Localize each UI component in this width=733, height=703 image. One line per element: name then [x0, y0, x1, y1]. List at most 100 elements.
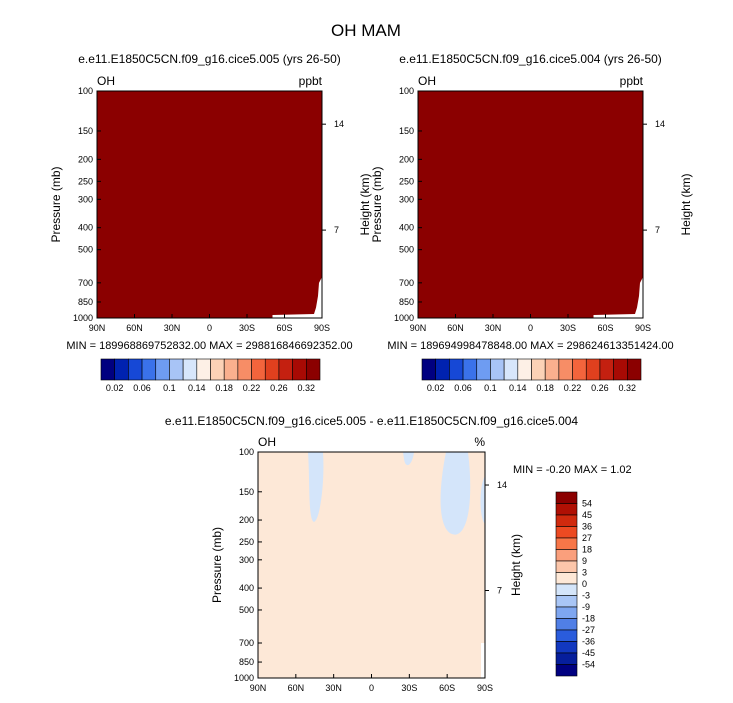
colorbar-swatch [555, 537, 578, 550]
colorbar-swatch [555, 514, 578, 527]
y-tick-label: 250 [399, 176, 414, 186]
y-tick-label: 300 [239, 555, 254, 565]
colorbar-horizontal-1: 0.02 0.06 0.1 0.14 0.18 0.22 0.26 0.32 [100, 358, 321, 393]
y-right-tick-label: 14 [497, 480, 507, 490]
x-tick-label: 90S [477, 683, 493, 693]
colorbar-swatch [155, 358, 170, 381]
colorbar-label: 0.06 [133, 383, 151, 393]
colorbar-swatch [613, 358, 628, 381]
y-tick-label: 200 [239, 515, 254, 525]
y-tick-label: 850 [239, 657, 254, 667]
y-tick-label: 700 [399, 278, 414, 288]
colorbar-swatch [599, 358, 614, 381]
colorbar-swatch [435, 358, 450, 381]
y-tick-label: 700 [239, 638, 254, 648]
panel-left-label: OH [418, 74, 436, 88]
colorbar-swatch [292, 358, 307, 381]
colorbar-label: 0.02 [106, 383, 124, 393]
y-tick-label: 300 [78, 194, 93, 204]
stats-text: MIN = 189694998478848.00 MAX = 298624613… [387, 340, 673, 352]
y-tick-label: 500 [78, 245, 93, 255]
x-tick-label: 90S [635, 323, 651, 333]
negative-patch [480, 475, 485, 525]
x-tick-label: 60N [126, 323, 143, 333]
y-right-tick-label: 14 [334, 119, 344, 129]
y-tick-label: 100 [78, 86, 93, 96]
orography-mask [481, 642, 485, 678]
colorbar-label: -27 [582, 625, 595, 635]
colorbar-swatch [555, 526, 578, 539]
colorbar-label: 0 [582, 579, 587, 589]
y-right-tick-label: 7 [655, 225, 660, 235]
colorbar-label: 0.02 [427, 383, 445, 393]
colorbar-label: 3 [582, 568, 587, 578]
panel-2: e.e11.E1850C5CN.f09_g16.cice5.004 (yrs 2… [370, 52, 693, 352]
y-tick-label: 500 [399, 245, 414, 255]
figure-title: OH MAM [331, 21, 401, 40]
negative-patch [403, 452, 414, 466]
y-tick-label: 400 [78, 223, 93, 233]
colorbar-swatch [264, 358, 280, 381]
x-tick-label: 60N [447, 323, 464, 333]
colorbar-swatch [503, 358, 519, 381]
panel-left-label: OH [97, 74, 115, 88]
colorbar-label: 0.06 [454, 383, 472, 393]
colorbar-swatch [182, 358, 198, 381]
colorbar-swatch [100, 358, 115, 381]
colorbar-swatch [462, 358, 478, 381]
field-fill [97, 91, 322, 318]
colorbar-label: 18 [582, 545, 592, 555]
colorbar-swatch [169, 358, 184, 381]
x-tick-label: 30N [164, 323, 181, 333]
colorbar-swatch [555, 491, 578, 504]
y-axis-title: Pressure (mb) [49, 166, 63, 242]
colorbar-swatch [555, 572, 578, 585]
colorbar-label: -9 [582, 602, 590, 612]
panel-title: e.e11.E1850C5CN.f09_g16.cice5.005 - e.e1… [165, 414, 579, 428]
colorbar-swatch [421, 358, 436, 381]
y-tick-label: 1000 [394, 313, 414, 323]
colorbar-swatch [476, 358, 491, 381]
y-right-tick-label: 14 [655, 119, 665, 129]
x-tick-label: 30N [485, 323, 502, 333]
x-tick-label: 90N [89, 323, 106, 333]
colorbar-swatch [251, 358, 266, 381]
colorbar-swatch [306, 358, 321, 381]
colorbar-swatch [128, 358, 143, 381]
y-right-tick-label: 7 [334, 225, 339, 235]
orography-mask [593, 277, 643, 318]
x-tick-label: 90N [410, 323, 427, 333]
y-tick-label: 250 [78, 176, 93, 186]
colorbar-swatch [572, 358, 587, 381]
x-tick-label: 30N [325, 683, 342, 693]
colorbar-swatch [627, 358, 642, 381]
colorbar-swatch [237, 358, 252, 381]
colorbar-label: 54 [582, 499, 592, 509]
y-axis-title: Pressure (mb) [210, 527, 224, 603]
colorbar-label: 45 [582, 510, 592, 520]
panel-left-label: OH [258, 435, 276, 449]
colorbar-swatch [490, 358, 505, 381]
y-tick-label: 200 [78, 154, 93, 164]
colorbar-label: 27 [582, 533, 592, 543]
colorbar-label: 0.1 [484, 383, 497, 393]
y-tick-label: 1000 [234, 673, 254, 683]
x-tick-label: 30S [401, 683, 417, 693]
x-tick-label: 30S [560, 323, 576, 333]
y-tick-label: 400 [239, 583, 254, 593]
colorbar-swatch [517, 358, 532, 381]
colorbar-swatch [555, 652, 578, 665]
x-tick-label: 0 [369, 683, 374, 693]
colorbar-label: -3 [582, 591, 590, 601]
colorbar-swatch [555, 641, 578, 654]
colorbar-label: 36 [582, 522, 592, 532]
y-tick-label: 1000 [73, 313, 93, 323]
y-tick-label: 700 [78, 278, 93, 288]
colorbar-swatch [555, 595, 578, 608]
colorbar-label: 9 [582, 556, 587, 566]
colorbar-swatch [558, 358, 573, 381]
negative-patch [440, 452, 471, 535]
x-tick-label: 30S [239, 323, 255, 333]
colorbar-swatch [555, 549, 578, 562]
